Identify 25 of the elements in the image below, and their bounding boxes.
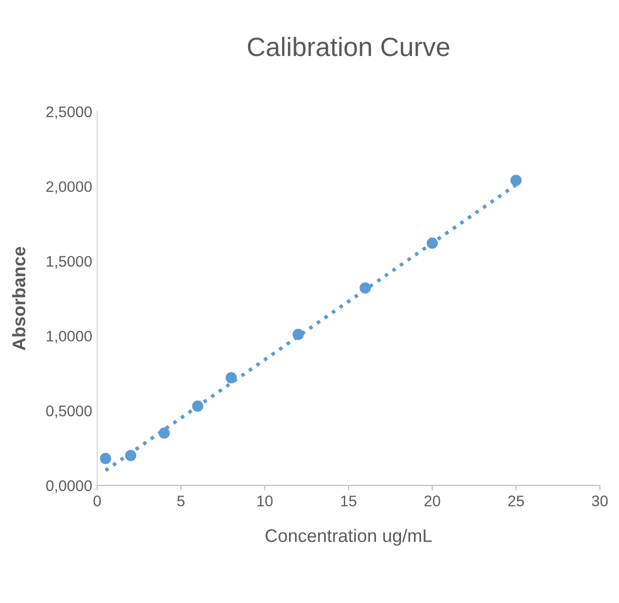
x-axis-title: Concentration ug/mL	[266, 528, 432, 546]
x-tick-label: 10	[257, 496, 273, 506]
chart-title: Calibration Curve	[248, 36, 450, 56]
point	[100, 452, 112, 464]
y-tick-label: 0,0000	[46, 480, 92, 493]
point	[226, 372, 237, 384]
x-tick-label: 20	[424, 496, 440, 506]
point	[292, 328, 304, 340]
x-tick-label: 30	[592, 496, 608, 506]
point	[510, 174, 522, 186]
y-tick-label: 0,5000	[46, 406, 92, 418]
point	[192, 400, 204, 412]
y-tick-label: 1,5000	[46, 256, 92, 269]
x-tick-label: 0	[94, 496, 101, 506]
point	[125, 450, 136, 462]
y-axis-title: Absorbance	[12, 246, 26, 350]
point	[158, 427, 170, 439]
point	[426, 238, 438, 249]
y-tick-label: 2,5000	[46, 106, 92, 120]
y-tick-label: 1,0000	[46, 330, 92, 344]
x-tick-label: 25	[508, 496, 524, 506]
point	[360, 282, 371, 294]
y-tick-label: 2,0000	[46, 181, 92, 194]
x-tick-label: 5	[177, 496, 185, 506]
x-tick-label: 15	[341, 496, 356, 506]
